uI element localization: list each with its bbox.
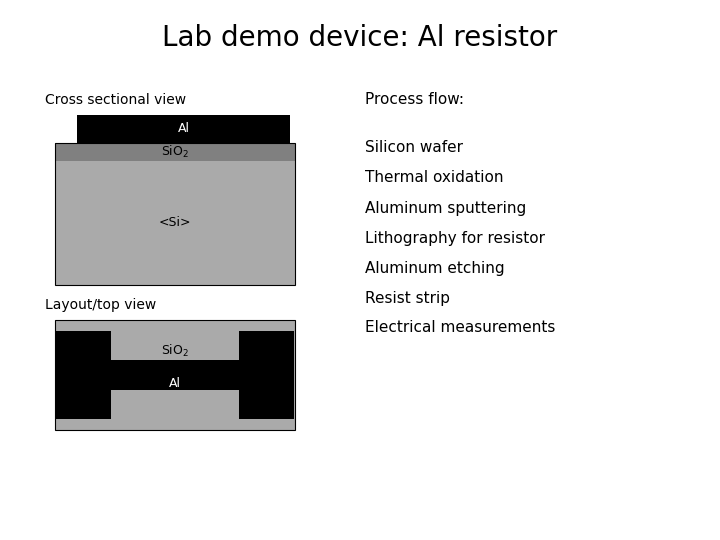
Bar	[111, 360, 239, 390]
Bar	[56, 331, 111, 419]
Text: Al: Al	[178, 123, 189, 136]
Text: Cross sectional view: Cross sectional view	[45, 93, 186, 107]
Text: Silicon wafer: Silicon wafer	[365, 140, 463, 156]
Bar	[55, 143, 295, 285]
Text: Lab demo device: Al resistor: Lab demo device: Al resistor	[163, 24, 557, 52]
Text: Aluminum sputtering: Aluminum sputtering	[365, 200, 526, 215]
Text: SiO$_2$: SiO$_2$	[161, 343, 189, 359]
Text: Al: Al	[169, 377, 181, 390]
Text: Resist strip: Resist strip	[365, 291, 450, 306]
Text: Aluminum etching: Aluminum etching	[365, 260, 505, 275]
Bar	[55, 143, 295, 161]
Bar	[239, 331, 294, 419]
Bar	[55, 320, 295, 430]
Text: SiO$_2$: SiO$_2$	[161, 144, 189, 160]
Text: Thermal oxidation: Thermal oxidation	[365, 171, 503, 186]
Text: Process flow:: Process flow:	[365, 92, 464, 107]
Text: Lithography for resistor: Lithography for resistor	[365, 231, 545, 246]
Text: Layout/top view: Layout/top view	[45, 298, 156, 312]
Text: Electrical measurements: Electrical measurements	[365, 321, 555, 335]
Bar	[77, 115, 290, 143]
Bar	[55, 143, 295, 285]
Text: <Si>: <Si>	[158, 217, 192, 230]
